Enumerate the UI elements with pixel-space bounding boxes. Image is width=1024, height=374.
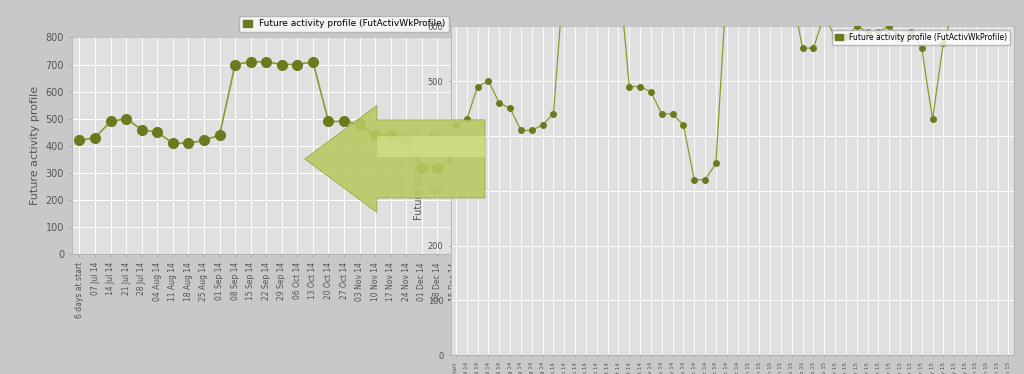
Legend: Future activity profile (FutActivWkProfile): Future activity profile (FutActivWkProfi… (240, 16, 449, 32)
Y-axis label: Future activ: Future activ (414, 162, 424, 220)
Legend: Future activity profile (FutActivWkProfile): Future activity profile (FutActivWkProfi… (831, 30, 1010, 45)
FancyArrow shape (305, 105, 485, 212)
Y-axis label: Future activity profile: Future activity profile (30, 86, 40, 205)
FancyArrow shape (377, 136, 485, 157)
